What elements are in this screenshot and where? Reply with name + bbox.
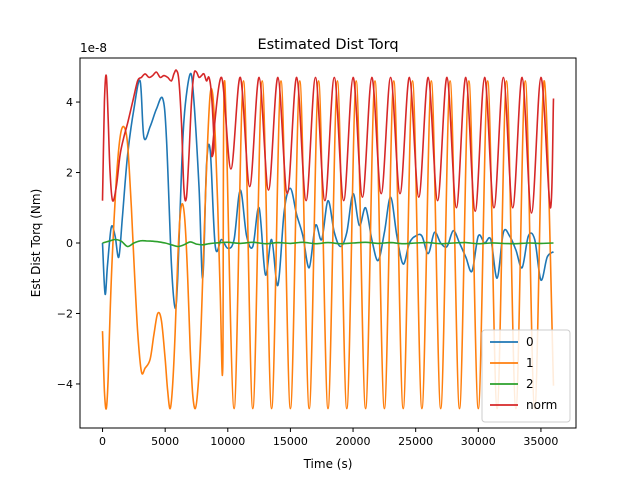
x-axis-label: Time (s)	[303, 457, 353, 471]
x-tick-label: 25000	[398, 435, 433, 448]
x-tick-label: 15000	[273, 435, 308, 448]
x-tick-label: 0	[99, 435, 106, 448]
series-line-norm	[101, 69, 555, 214]
chart-title: Estimated Dist Torq	[257, 37, 398, 53]
y-axis-ticks: −4 −2 0 2 4	[57, 96, 80, 391]
series-line-2	[102, 238, 554, 248]
legend-label-1: 1	[526, 356, 534, 370]
y-tick-label: 0	[66, 237, 73, 250]
y-tick-label: −4	[57, 378, 73, 391]
x-tick-label: 35000	[523, 435, 558, 448]
y-tick-label: 2	[66, 167, 73, 180]
legend-label-2: 2	[526, 377, 534, 391]
series-layer	[101, 69, 555, 410]
x-tick-label: 10000	[210, 435, 245, 448]
x-tick-label: 30000	[461, 435, 496, 448]
series-line-1	[101, 80, 555, 410]
x-tick-label: 20000	[336, 435, 371, 448]
series-line-0	[101, 72, 555, 310]
x-axis-ticks: 0 5000 10000 15000 20000 25000 30000 35000	[99, 428, 558, 448]
y-tick-label: −2	[57, 307, 73, 320]
x-tick-label: 5000	[151, 435, 179, 448]
y-offset-label: 1e-8	[80, 41, 107, 55]
y-axis-label: Est Dist Torq (Nm)	[29, 189, 43, 298]
legend: 0 1 2 norm	[481, 329, 571, 423]
plot-area: 0 5000 10000 15000 20000 25000 30000 35000 −4 −2…	[57, 57, 577, 448]
legend-box	[481, 329, 571, 423]
legend-label-norm: norm	[526, 398, 557, 412]
legend-label-0: 0	[526, 335, 534, 349]
y-tick-label: 4	[66, 96, 73, 109]
